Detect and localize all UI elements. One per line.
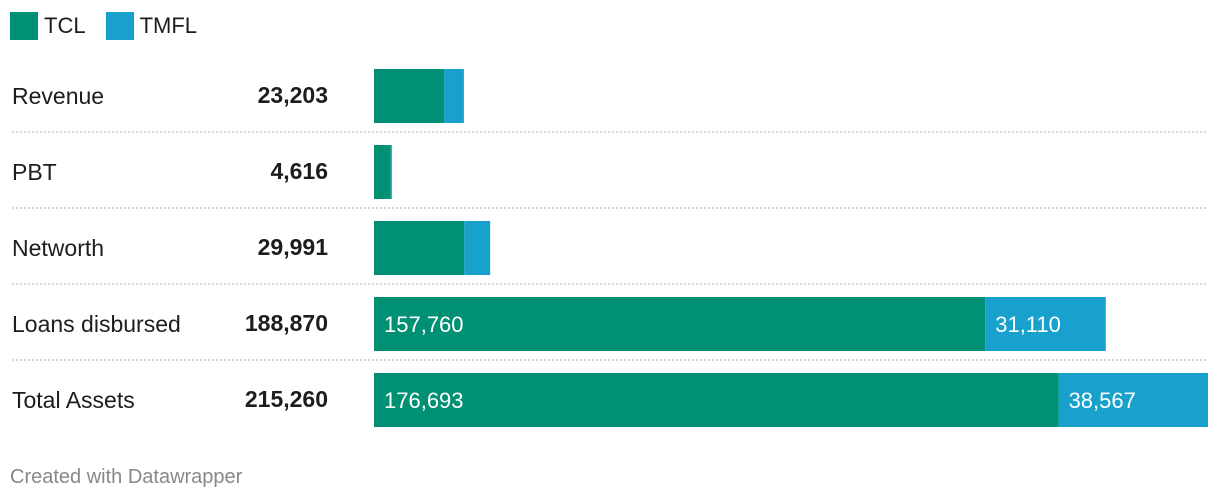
bar-label-tmfl-total-assets: 38,567: [1069, 388, 1136, 413]
bar-tmfl-revenue: [444, 69, 464, 123]
row-total-loans-disbursed: 188,870: [245, 310, 328, 336]
footer-credit: Created with Datawrapper: [10, 466, 243, 488]
bar-tmfl-pbt: [390, 145, 392, 199]
row-label-loans-disbursed: Loans disbursed: [12, 311, 181, 337]
legend-label-tmfl: TMFL: [139, 13, 198, 38]
bar-tmfl-networth: [464, 221, 491, 275]
row-label-revenue: Revenue: [12, 83, 104, 109]
bar-tmfl-loans-disbursed: [985, 297, 1106, 351]
bar-tcl-total-assets: [374, 373, 1059, 427]
bar-tcl-revenue: [374, 69, 445, 123]
legend: TCL TMFL: [10, 12, 217, 40]
legend-item-tmfl: TMFL: [105, 12, 198, 40]
bar-label-tmfl-loans-disbursed: 31,110: [995, 312, 1061, 337]
legend-swatch-tcl: [10, 12, 38, 40]
bar-label-tcl-total-assets: 176,693: [384, 388, 464, 413]
row-label-pbt: PBT: [12, 159, 57, 185]
bar-tcl-networth: [374, 221, 465, 275]
row-total-revenue: 23,203: [258, 82, 328, 108]
row-total-total-assets: 215,260: [245, 386, 328, 412]
bar-tmfl-total-assets: [1058, 373, 1208, 427]
bar-label-tcl-loans-disbursed: 157,760: [384, 312, 464, 337]
bar-tcl-pbt: [374, 145, 391, 199]
row-total-networth: 29,991: [258, 234, 329, 260]
row-label-networth: Networth: [12, 235, 104, 261]
legend-label-tcl: TCL: [44, 13, 86, 38]
legend-item-tcl: TCL: [10, 12, 86, 40]
row-total-pbt: 4,616: [270, 158, 328, 184]
legend-swatch-tmfl: [105, 12, 134, 40]
row-label-total-assets: Total Assets: [12, 387, 135, 413]
bar-tcl-loans-disbursed: [374, 297, 986, 351]
stacked-bar-chart: Revenue 23,203 PBT 4,616 Networth 29,991 Loans…: [12, 69, 1208, 427]
